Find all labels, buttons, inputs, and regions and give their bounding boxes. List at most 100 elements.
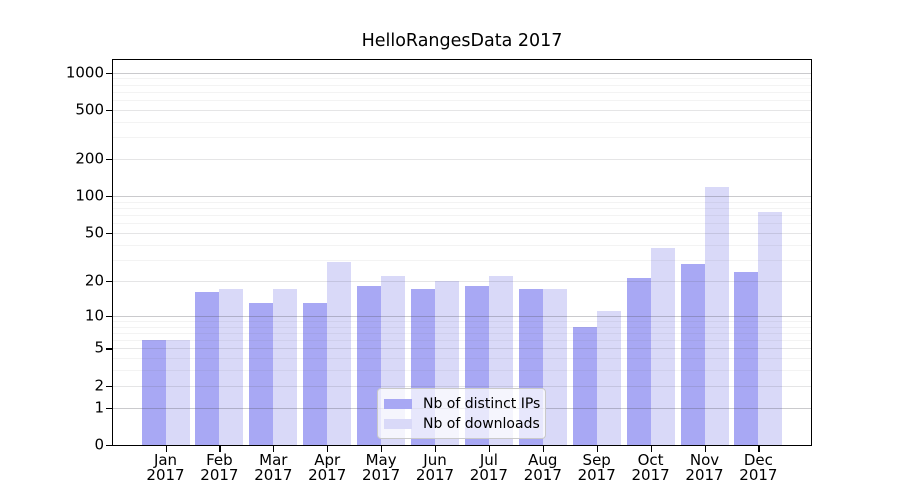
bar-distinct_ips-oct [626,278,651,445]
x-tick-label-jul: Jul 2017 [469,451,508,484]
x-tick-mark-nov [704,446,706,452]
x-tick-mark-may [381,446,383,452]
gridline-700 [113,91,811,93]
plot-area: Nb of distinct IPs Nb of downloads [112,59,812,446]
legend-swatch-downloads [384,418,412,429]
bar-downloads-aug [542,289,567,445]
x-tick-label-jun: Jun 2017 [415,451,455,484]
chart-title: HelloRangesData 2017 [361,31,563,51]
gridline-80 [113,208,811,210]
gridline-3 [113,370,811,372]
y-tick-label-500: 500 [75,100,104,119]
gridline-60 [113,223,811,225]
bar-downloads-jan [165,340,190,445]
gridline-9 [113,320,811,322]
y-tick-mark-200 [106,159,112,161]
gridline-4 [113,358,811,360]
gridline-200 [113,159,811,161]
x-tick-mark-aug [542,446,544,452]
x-tick-label-nov: Nov 2017 [685,451,724,484]
legend-item-distinct-ips: Nb of distinct IPs [384,395,541,412]
y-tick-mark-100 [106,196,112,198]
y-tick-mark-20 [106,280,112,283]
x-tick-label-jan: Jan 2017 [146,451,185,484]
y-tick-label-0: 0 [94,435,104,454]
gridline-1000 [113,72,811,74]
x-tick-label-mar: Mar 2017 [254,451,293,484]
x-tick-label-may: May 2017 [362,451,401,484]
x-tick-mark-jun [435,446,437,452]
bar-distinct_ips-apr [303,302,328,445]
y-tick-mark-0 [106,445,112,447]
legend-swatch-distinct-ips [384,398,412,409]
bar-downloads-dec [758,211,783,445]
legend-label-downloads: Nb of downloads [423,415,540,432]
legend: Nb of distinct IPs Nb of downloads [377,388,546,439]
bar-downloads-oct [650,247,675,445]
y-tick-label-1: 1 [94,398,104,417]
gridline-10 [113,315,811,317]
bar-distinct_ips-nov [680,263,705,445]
x-tick-label-aug: Aug 2017 [523,451,562,484]
gridline-50 [113,233,811,235]
x-tick-mark-dec [758,446,760,452]
bar-distinct_ips-jan [141,340,166,445]
bar-distinct_ips-dec [734,271,759,445]
gridline-7 [113,332,811,334]
legend-item-downloads: Nb of downloads [384,415,540,432]
gridline-90 [113,201,811,203]
x-tick-mark-oct [650,446,652,452]
gridline-30 [113,259,811,261]
x-tick-label-feb: Feb 2017 [200,451,239,484]
y-tick-mark-500 [106,109,112,112]
y-tick-mark-2 [106,385,112,387]
y-tick-mark-1 [106,407,112,409]
bar-distinct_ips-mar [249,302,274,445]
x-tick-mark-mar [273,446,275,452]
x-tick-mark-feb [219,446,221,452]
gridline-900 [113,78,811,80]
gridline-40 [113,244,811,246]
x-tick-mark-jul [488,446,491,452]
x-tick-mark-jan [165,446,167,452]
y-tick-mark-50 [106,233,112,235]
x-tick-label-oct: Oct 2017 [631,451,670,484]
gridline-600 [113,100,811,102]
bar-distinct_ips-sep [572,326,597,445]
y-tick-mark-1000 [106,72,112,74]
bar-distinct_ips-feb [195,292,220,445]
y-tick-mark-5 [106,348,112,350]
x-tick-label-apr: Apr 2017 [308,451,347,484]
y-tick-label-1000: 1000 [65,63,104,82]
y-tick-label-2: 2 [94,376,104,395]
x-tick-label-dec: Dec 2017 [739,451,778,484]
gridline-400 [113,121,811,123]
bar-downloads-apr [327,261,352,445]
gridline-70 [113,215,811,217]
y-tick-mark-10 [106,315,112,317]
bar-downloads-nov [704,186,729,445]
x-tick-label-sep: Sep 2017 [577,451,616,484]
gridline-6 [113,340,811,342]
bar-downloads-feb [219,289,244,445]
x-tick-mark-apr [327,446,329,452]
gridline-8 [113,326,811,328]
gridline-500 [113,109,811,111]
gridline-800 [113,84,811,86]
gridline-300 [113,137,811,139]
gridline-20 [113,280,811,282]
bar-downloads-mar [273,289,298,445]
y-tick-label-5: 5 [94,338,104,357]
y-tick-label-10: 10 [84,306,104,325]
x-tick-mark-sep [596,446,598,452]
legend-label-distinct-ips: Nb of distinct IPs [423,395,541,412]
y-tick-label-20: 20 [84,271,104,290]
y-tick-label-200: 200 [75,149,104,168]
gridline-100 [113,196,811,198]
gridline-2 [113,385,811,387]
bar-downloads-sep [596,311,621,445]
y-tick-label-100: 100 [75,186,104,205]
y-tick-label-50: 50 [84,223,104,242]
gridline-5 [113,348,811,350]
